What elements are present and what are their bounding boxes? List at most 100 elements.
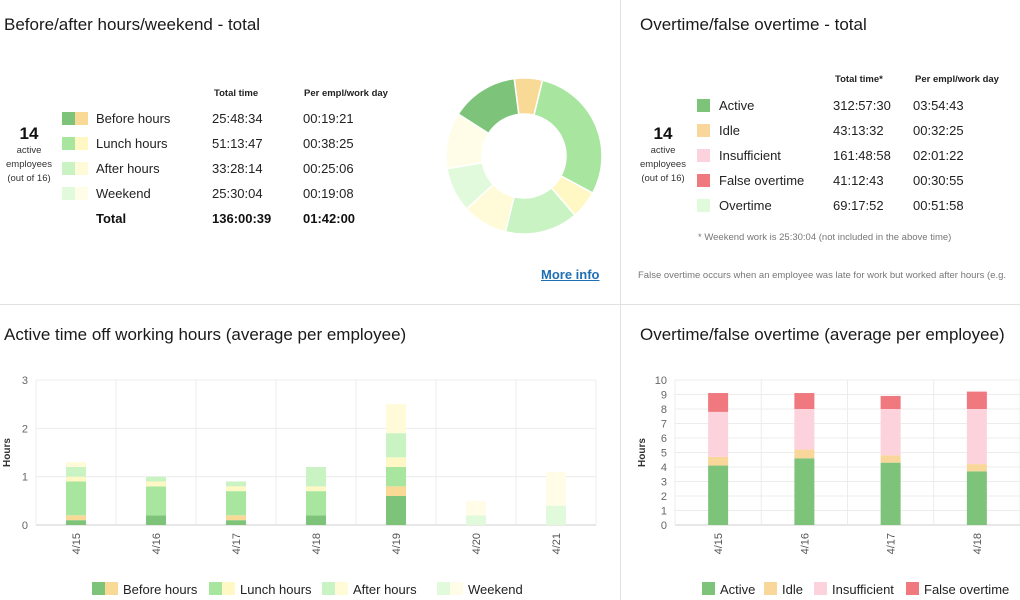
legend-swatch <box>75 112 88 125</box>
bar-segment <box>546 471 566 506</box>
donut-slice <box>457 77 520 135</box>
row-label: Before hours <box>96 111 171 126</box>
weekend-footnote: * Weekend work is 25:30:04 (not included… <box>698 232 952 243</box>
legend-label: After hours <box>353 582 417 597</box>
row-total: 136:00:39 <box>212 211 272 226</box>
legend-swatch <box>62 162 75 175</box>
bar-segment <box>226 515 246 521</box>
table-row: After hours 33:28:14 00:25:06 <box>0 159 420 179</box>
bar-segment <box>386 457 406 467</box>
x-tick-label: 4/17 <box>231 533 243 554</box>
bar-segment <box>708 456 729 466</box>
total-row: Total 136:00:39 01:42:00 <box>0 209 420 229</box>
active-time-bar-chart: 0 1 2 3 Hours 4/15 4/16 4/17 4/18 4/19 4/20 4/21 <box>2 375 597 554</box>
table-row: Idle 43:13:32 00:32:25 <box>621 121 1020 141</box>
table-row: Weekend 25:30:04 00:19:08 <box>0 184 420 204</box>
y-tick-label: 1 <box>661 506 667 518</box>
more-info-link[interactable]: More info <box>541 267 600 282</box>
vertical-divider <box>620 0 621 600</box>
table-row: Before hours 25:48:34 00:19:21 <box>0 109 420 129</box>
x-tick-label: 4/19 <box>391 533 403 554</box>
row-label: Insufficient <box>719 148 781 163</box>
legend-swatch <box>697 99 710 112</box>
legend-item[interactable]: After hours <box>322 582 417 597</box>
bar-segment <box>306 515 326 525</box>
kpi-label: employees <box>640 159 686 170</box>
active-time-chart-panel: Active time off working hours (average p… <box>0 305 620 600</box>
row-per: 00:19:08 <box>303 186 354 201</box>
legend-item[interactable]: Idle <box>764 582 803 597</box>
bar-segment <box>66 467 86 477</box>
bar-segment <box>708 411 729 457</box>
legend-label: False overtime <box>924 582 1010 597</box>
row-label: Weekend <box>96 186 151 201</box>
table-row: False overtime 41:12:43 00:30:55 <box>621 171 1020 191</box>
panel-title: Overtime/false overtime (average per emp… <box>640 325 1005 344</box>
legend-swatch <box>222 582 235 595</box>
legend-label: Before hours <box>123 582 198 597</box>
legend-swatch <box>697 199 710 212</box>
bar-segment <box>146 515 166 525</box>
y-tick-label: 3 <box>661 477 667 489</box>
bar-segment <box>794 449 815 459</box>
table-row: Insufficient 161:48:58 02:01:22 <box>621 146 1020 166</box>
column-header-per-empl: Per empl/work day <box>915 74 999 85</box>
bar-segment <box>146 476 166 482</box>
bar-segment <box>386 486 406 496</box>
y-tick-label: 2 <box>661 491 667 503</box>
bar-segment <box>966 471 987 525</box>
row-per: 00:30:55 <box>913 173 964 188</box>
legend-label: Insufficient <box>832 582 894 597</box>
column-header-total: Total time <box>214 88 259 99</box>
y-tick-label: 0 <box>22 520 28 532</box>
y-tick-label: 7 <box>661 419 667 431</box>
row-per: 00:32:25 <box>913 123 964 138</box>
legend-swatch <box>697 149 710 162</box>
row-per: 02:01:22 <box>913 148 964 163</box>
legend-swatch <box>764 582 777 595</box>
bar-segment <box>66 462 86 467</box>
donut-slice <box>533 79 603 195</box>
legend-swatch <box>62 112 75 125</box>
row-total: 312:57:30 <box>833 98 891 113</box>
row-per: 00:19:21 <box>303 111 354 126</box>
bar-segment <box>966 409 987 465</box>
legend-item[interactable]: False overtime <box>906 582 1009 597</box>
bar-segment <box>146 481 166 487</box>
bar-segment <box>306 491 326 516</box>
bar-segment <box>386 496 406 525</box>
employee-count: 14 <box>19 124 39 143</box>
legend-item[interactable]: Before hours <box>92 582 197 597</box>
row-total: 43:13:32 <box>833 123 884 138</box>
legend-swatch <box>437 582 450 595</box>
overtime-bar-chart: 0 1 2 3 4 5 6 7 8 9 10 Hours 4/15 4/16 4/17 4/18 <box>637 375 1020 554</box>
x-tick-label: 4/15 <box>71 533 83 554</box>
x-tick-label: 4/18 <box>972 533 984 554</box>
row-label: Lunch hours <box>96 136 168 151</box>
row-total: 161:48:58 <box>833 148 891 163</box>
bar-segment <box>226 481 246 487</box>
panel-title: Active time off working hours (average p… <box>4 325 407 344</box>
row-label: Overtime <box>719 198 772 213</box>
bar-segment <box>466 500 486 516</box>
legend-item[interactable]: Lunch hours <box>209 582 312 597</box>
legend-item[interactable]: Insufficient <box>814 582 894 597</box>
legend-swatch <box>75 137 88 150</box>
bar-segment <box>966 464 987 472</box>
legend-item[interactable]: Weekend <box>437 582 523 597</box>
hours-donut-chart <box>445 77 603 235</box>
hours-summary-panel: Before/after hours/weekend - total 14 ac… <box>0 0 620 304</box>
bar-segment <box>386 433 406 458</box>
row-per: 01:42:00 <box>303 211 356 226</box>
column-header-total: Total time* <box>835 74 883 85</box>
legend-swatch <box>814 582 827 595</box>
row-label: Total <box>96 211 127 226</box>
y-tick-label: 6 <box>661 433 667 445</box>
y-tick-label: 4 <box>661 462 667 474</box>
legend-swatch <box>62 137 75 150</box>
y-tick-label: 1 <box>22 472 28 484</box>
bar-segment <box>386 404 406 434</box>
legend-item[interactable]: Active <box>702 582 755 597</box>
y-axis-label: Hours <box>2 438 13 467</box>
legend-label: Active <box>720 582 756 597</box>
